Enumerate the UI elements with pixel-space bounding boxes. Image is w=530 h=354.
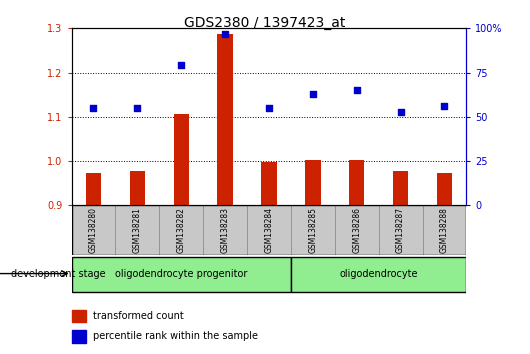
- Text: oligodendrocyte: oligodendrocyte: [339, 269, 418, 279]
- Point: [221, 31, 229, 36]
- Text: GSM138285: GSM138285: [308, 207, 317, 253]
- Text: GSM138280: GSM138280: [89, 207, 98, 253]
- Text: GSM138288: GSM138288: [440, 207, 449, 253]
- FancyBboxPatch shape: [203, 205, 247, 255]
- FancyBboxPatch shape: [72, 205, 116, 255]
- FancyBboxPatch shape: [247, 205, 291, 255]
- Text: development stage: development stage: [11, 269, 105, 279]
- Point: [89, 105, 98, 111]
- Bar: [393, 171, 408, 205]
- FancyBboxPatch shape: [160, 205, 203, 255]
- Bar: [305, 160, 321, 205]
- Point: [440, 103, 449, 109]
- FancyBboxPatch shape: [422, 205, 466, 255]
- FancyBboxPatch shape: [378, 205, 422, 255]
- Text: GSM138282: GSM138282: [176, 207, 186, 253]
- FancyBboxPatch shape: [335, 205, 378, 255]
- Bar: [349, 160, 365, 205]
- Text: GSM138287: GSM138287: [396, 207, 405, 253]
- FancyBboxPatch shape: [72, 257, 291, 292]
- Bar: [437, 173, 452, 205]
- Text: GSM138286: GSM138286: [352, 207, 361, 253]
- Text: GSM138284: GSM138284: [264, 207, 273, 253]
- Text: transformed count: transformed count: [93, 311, 183, 321]
- Bar: [72, 330, 86, 343]
- FancyBboxPatch shape: [291, 257, 466, 292]
- Text: GSM138281: GSM138281: [133, 207, 142, 253]
- Point: [352, 87, 361, 93]
- Text: GSM138283: GSM138283: [220, 207, 229, 253]
- FancyBboxPatch shape: [116, 205, 160, 255]
- Text: percentile rank within the sample: percentile rank within the sample: [93, 331, 258, 341]
- Bar: [173, 114, 189, 205]
- Bar: [261, 162, 277, 205]
- Text: GDS2380 / 1397423_at: GDS2380 / 1397423_at: [184, 16, 346, 30]
- Point: [264, 105, 273, 111]
- Point: [133, 105, 142, 111]
- FancyBboxPatch shape: [291, 205, 335, 255]
- Point: [396, 109, 405, 114]
- Bar: [217, 34, 233, 205]
- Bar: [130, 171, 145, 205]
- Bar: [86, 173, 101, 205]
- Point: [308, 91, 317, 97]
- Bar: [72, 309, 86, 322]
- Text: oligodendrocyte progenitor: oligodendrocyte progenitor: [115, 269, 248, 279]
- Point: [177, 63, 186, 68]
